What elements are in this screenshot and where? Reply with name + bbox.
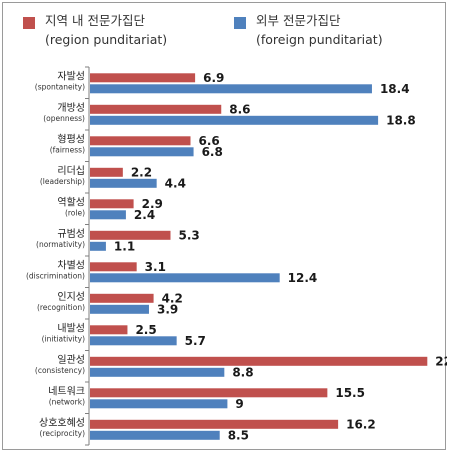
category-sublabel: (recognition) bbox=[37, 303, 85, 312]
value-label-region: 5.3 bbox=[179, 228, 200, 242]
value-label-region: 6.6 bbox=[198, 134, 219, 148]
bar-region bbox=[90, 419, 339, 429]
value-label-region: 16.2 bbox=[346, 417, 376, 431]
category-sublabel: (spontaneity) bbox=[35, 83, 85, 92]
value-label-region: 6.9 bbox=[203, 71, 224, 85]
legend-swatch-foreign bbox=[234, 17, 246, 29]
value-label-foreign: 8.5 bbox=[228, 428, 249, 442]
value-label-region: 4.2 bbox=[162, 291, 183, 305]
value-label-foreign: 18.8 bbox=[386, 113, 416, 127]
value-label-region: 8.6 bbox=[229, 102, 250, 116]
category-sublabel: (fairness) bbox=[50, 146, 85, 155]
legend: 지역 내 전문가집단 (region punditariat) 외부 전문가집단… bbox=[23, 13, 383, 47]
category-sublabel: (openness) bbox=[43, 114, 85, 123]
category-label: 일관성 bbox=[57, 354, 85, 366]
value-label-foreign: 8.8 bbox=[232, 365, 253, 379]
legend-label-region: 지역 내 전문가집단 bbox=[45, 13, 145, 28]
bar-region bbox=[90, 199, 134, 209]
value-label-foreign: 3.9 bbox=[157, 302, 178, 316]
value-label-foreign: 5.7 bbox=[185, 334, 206, 348]
category-sublabel: (discrimination) bbox=[26, 272, 85, 281]
category-label: 자발성 bbox=[57, 71, 85, 83]
value-label-region: 3.1 bbox=[145, 260, 166, 274]
category-sublabel: (normativity) bbox=[36, 240, 85, 249]
bar-foreign bbox=[90, 241, 106, 251]
bar-region bbox=[90, 356, 428, 366]
value-label-foreign: 18.4 bbox=[380, 82, 410, 96]
legend-sublabel-region: (region punditariat) bbox=[45, 32, 167, 47]
bar-region bbox=[90, 293, 154, 303]
bar-region bbox=[90, 73, 196, 83]
bar-region bbox=[90, 136, 191, 146]
bar-foreign bbox=[90, 399, 228, 409]
value-label-foreign: 1.1 bbox=[114, 239, 135, 253]
bar-region bbox=[90, 104, 222, 114]
bar-region bbox=[90, 388, 328, 398]
value-label-foreign: 2.4 bbox=[134, 208, 155, 222]
value-label-region: 22 bbox=[435, 354, 447, 368]
value-label-foreign: 4.4 bbox=[165, 176, 186, 190]
value-label-region: 2.9 bbox=[142, 197, 163, 211]
bar-foreign bbox=[90, 304, 149, 314]
value-label-region: 2.5 bbox=[135, 323, 156, 337]
category-sublabel: (initiativity) bbox=[42, 335, 85, 344]
category-sublabel: (network) bbox=[49, 398, 85, 407]
plot-area: 자발성(spontaneity) 6.9 18.4 개방성(openness) 8.6 1… bbox=[26, 66, 447, 446]
bar-foreign bbox=[90, 178, 157, 188]
bar-foreign bbox=[90, 430, 220, 440]
category-label: 인지성 bbox=[57, 291, 85, 303]
bar-foreign bbox=[90, 336, 177, 346]
category-sublabel: (leadership) bbox=[40, 177, 85, 186]
category-label: 네트워크 bbox=[48, 385, 85, 398]
bar-region bbox=[90, 230, 171, 240]
legend-sublabel-foreign: (foreign punditariat) bbox=[256, 32, 383, 47]
category-label: 내발성 bbox=[57, 323, 85, 335]
bar-region bbox=[90, 262, 137, 272]
bar-foreign bbox=[90, 210, 126, 220]
bar-foreign bbox=[90, 115, 379, 125]
category-label: 형평성 bbox=[57, 134, 85, 146]
value-label-foreign: 9 bbox=[235, 397, 243, 411]
category-sublabel: (role) bbox=[65, 209, 85, 218]
value-label-foreign: 6.8 bbox=[202, 145, 223, 159]
legend-label-foreign: 외부 전문가집단 bbox=[256, 13, 341, 28]
value-label-region: 2.2 bbox=[131, 165, 152, 179]
bar-foreign bbox=[90, 367, 225, 377]
category-label: 개방성 bbox=[57, 102, 85, 114]
category-sublabel: (consistency) bbox=[35, 366, 85, 375]
value-label-region: 15.5 bbox=[335, 386, 365, 400]
bar-region bbox=[90, 167, 123, 177]
bar-foreign bbox=[90, 84, 372, 94]
category-label: 차별성 bbox=[57, 260, 85, 272]
category-label: 상호호혜성 bbox=[39, 417, 85, 429]
bar-foreign bbox=[90, 273, 280, 283]
bar-region bbox=[90, 325, 128, 335]
category-sublabel: (reciprocity) bbox=[40, 429, 86, 438]
legend-swatch-region bbox=[23, 17, 35, 29]
chart-frame: 지역 내 전문가집단 (region punditariat) 외부 전문가집단… bbox=[2, 2, 447, 450]
category-label: 규범성 bbox=[57, 228, 85, 240]
bar-chart: 지역 내 전문가집단 (region punditariat) 외부 전문가집단… bbox=[23, 13, 447, 446]
category-label: 역할성 bbox=[57, 197, 85, 209]
bar-foreign bbox=[90, 147, 194, 157]
category-label: 리더십 bbox=[57, 165, 85, 177]
value-label-foreign: 12.4 bbox=[288, 271, 318, 285]
